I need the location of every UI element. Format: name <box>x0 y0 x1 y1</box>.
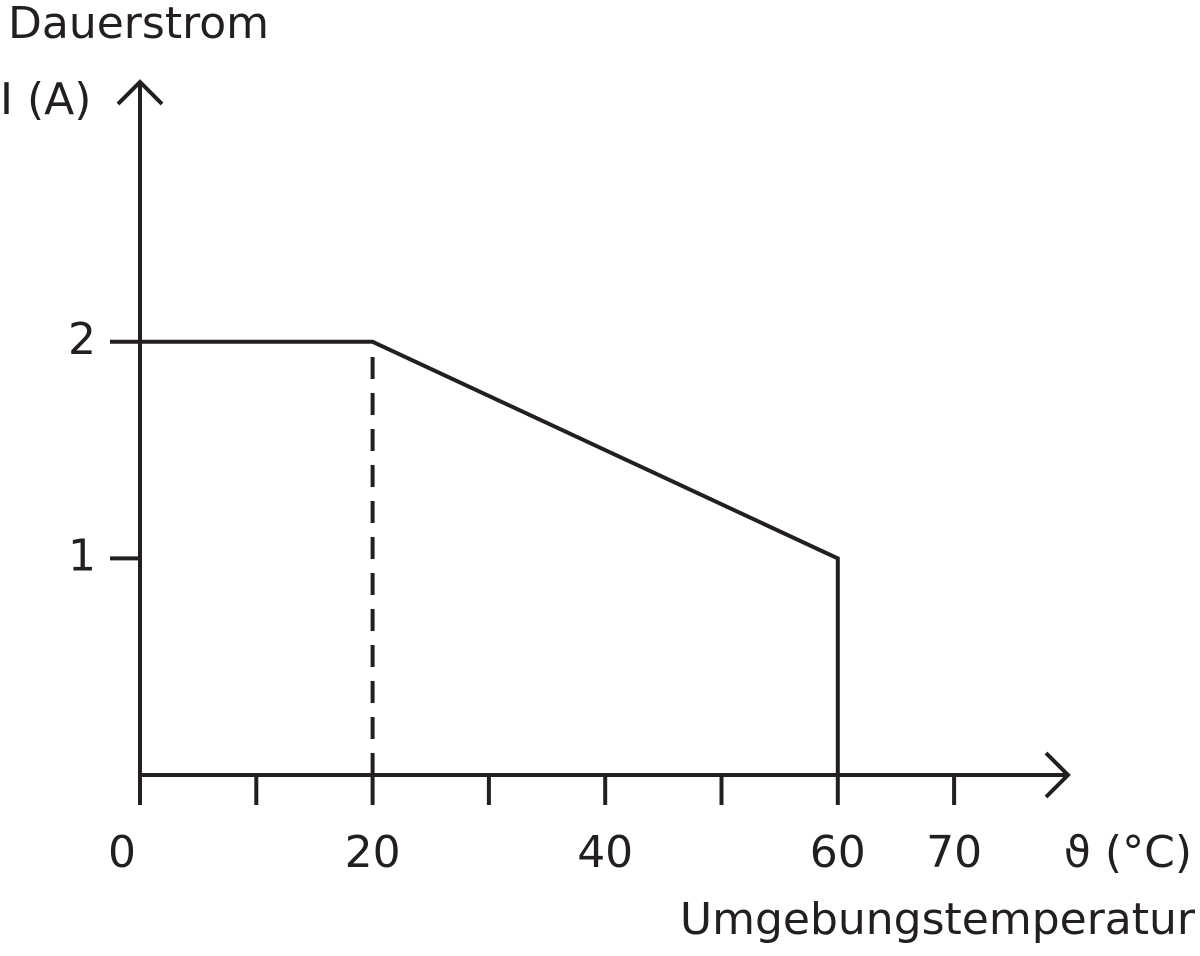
y-axis-unit: I (A) <box>0 74 91 125</box>
x-axis-unit: ϑ (°C) <box>1064 827 1192 878</box>
y-tick-label: 1 <box>68 530 96 581</box>
axes <box>116 79 1071 799</box>
curve <box>140 339 840 775</box>
x-tick-label: 60 <box>810 827 866 878</box>
y-tick-label: 2 <box>68 314 96 365</box>
x-axis-label: Umgebungstemperatur <box>680 894 1196 945</box>
x-tick-label: 20 <box>345 827 401 878</box>
y-axis-label: Dauerstrom <box>8 0 269 49</box>
y-axis-arrow <box>116 79 164 106</box>
x-axis-arrow <box>1044 751 1071 799</box>
x-tick-label: 0 <box>108 827 136 878</box>
x-tick-label: 40 <box>577 827 633 878</box>
x-tick-label: 70 <box>926 827 982 878</box>
